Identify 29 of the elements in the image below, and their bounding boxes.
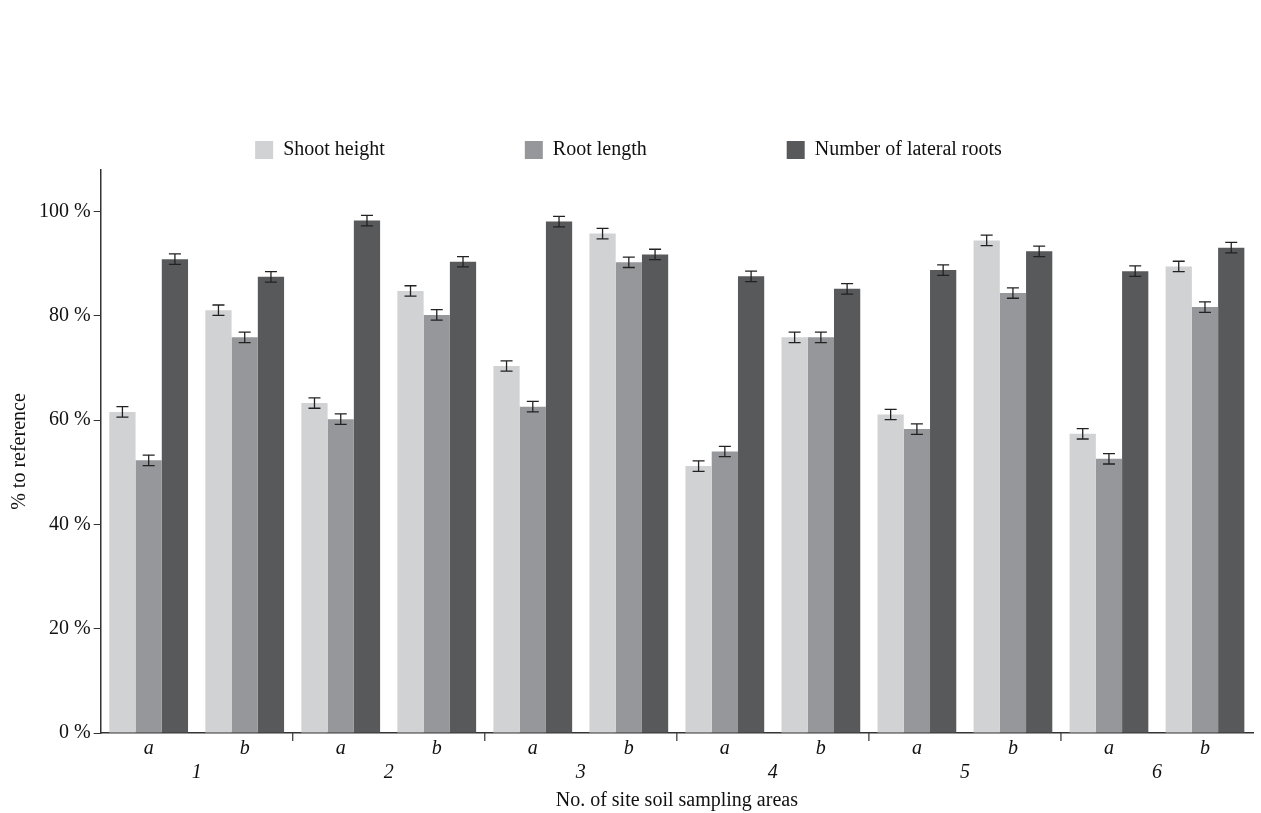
x-tick-label: a — [719, 736, 730, 759]
y-tick-label: 100 % — [38, 198, 91, 221]
x-tick-label: b — [239, 736, 250, 759]
text: 2 — [383, 760, 394, 783]
legend-label: Root length — [552, 137, 647, 161]
y-axis-title: % to reference — [7, 393, 30, 510]
legend-label: Number of lateral roots — [814, 137, 1003, 160]
y-tick-label: 0 % — [58, 720, 91, 743]
x-tick-label: b — [1199, 736, 1210, 759]
x-tick-label: a — [911, 736, 922, 759]
y-tick-label: 60 % — [48, 407, 91, 430]
x-tick-label: b — [1007, 736, 1018, 759]
text: 5 — [959, 760, 970, 783]
x-tick-label: a — [1103, 736, 1114, 759]
x-tick-label: a — [527, 736, 538, 759]
x-tick-label: b — [431, 736, 442, 759]
y-tick-label: 40 % — [48, 511, 91, 534]
legend-label: Shoot height — [283, 137, 386, 161]
x-tick-label: b — [815, 736, 826, 759]
y-tick-label: 20 % — [48, 615, 91, 638]
x-axis-title: No. of site soil sampling areas — [555, 788, 799, 812]
y-tick-label: 80 % — [48, 303, 91, 326]
x-tick-label: b — [623, 736, 634, 759]
x-tick-label: a — [335, 736, 346, 759]
text: 3 — [574, 760, 586, 783]
text: 1 — [191, 760, 202, 783]
text: 6 — [1151, 760, 1162, 783]
x-tick-label: a — [143, 736, 154, 759]
text: 4 — [767, 760, 778, 783]
